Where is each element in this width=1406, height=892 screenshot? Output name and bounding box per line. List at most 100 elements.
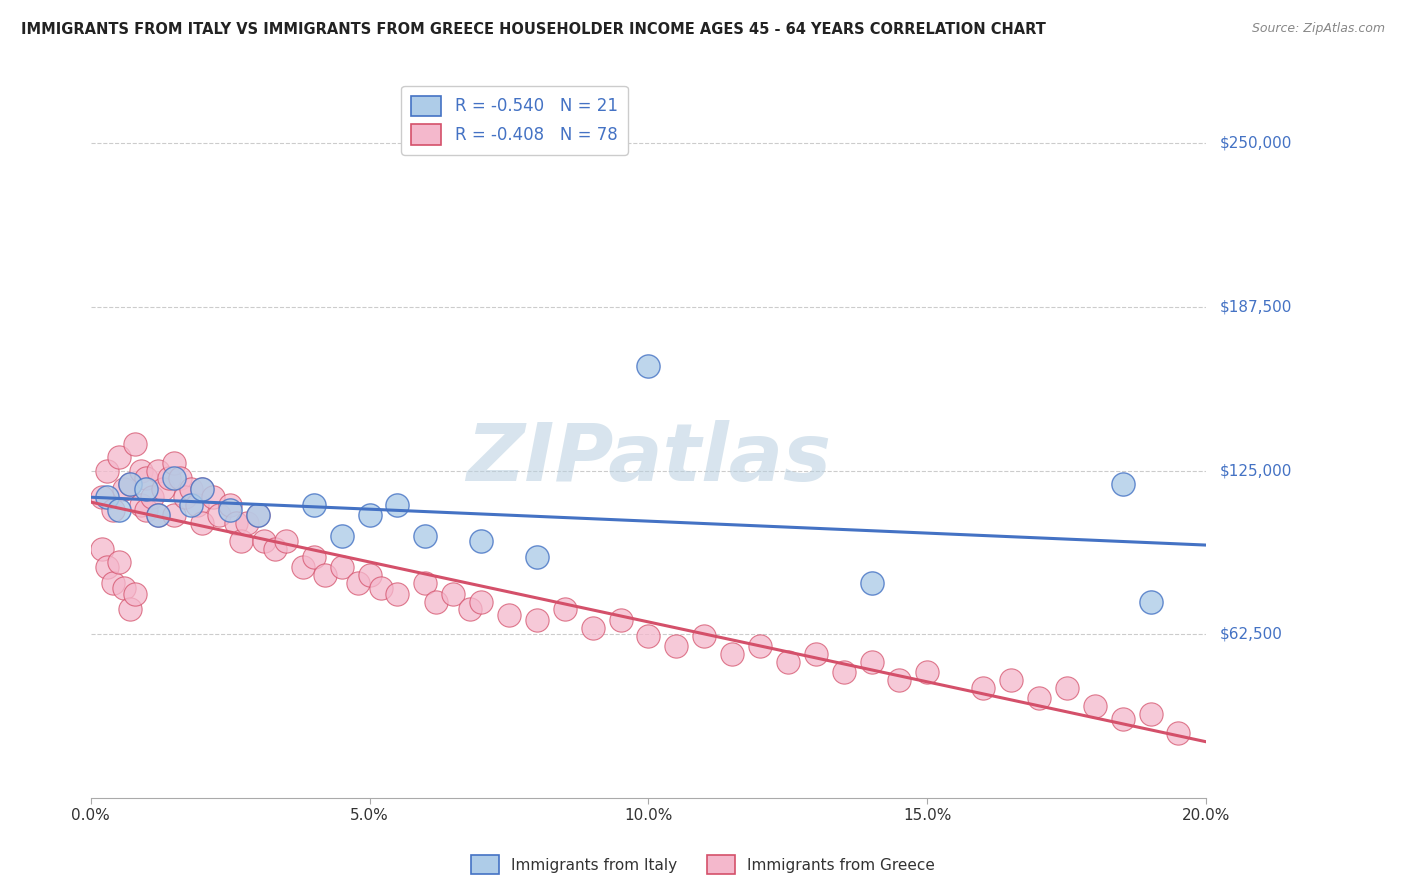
Point <box>917 665 939 680</box>
Point <box>1139 707 1161 722</box>
Point <box>302 498 325 512</box>
Point <box>370 582 392 596</box>
Point <box>1000 673 1022 687</box>
Point <box>291 560 314 574</box>
Point <box>90 542 112 557</box>
Point <box>118 476 141 491</box>
Point <box>889 673 911 687</box>
Point <box>263 542 285 557</box>
Point <box>347 576 370 591</box>
Point <box>146 463 169 477</box>
Point <box>96 490 118 504</box>
Text: $187,500: $187,500 <box>1220 299 1292 314</box>
Point <box>252 534 274 549</box>
Point <box>470 594 492 608</box>
Point <box>415 529 437 543</box>
Point <box>129 498 152 512</box>
Point <box>637 359 659 373</box>
Point <box>274 534 297 549</box>
Point <box>554 602 576 616</box>
Point <box>526 549 548 564</box>
Point <box>118 476 141 491</box>
Point <box>174 490 197 504</box>
Point <box>169 471 191 485</box>
Point <box>314 568 336 582</box>
Point <box>90 490 112 504</box>
Point <box>118 602 141 616</box>
Point <box>135 471 157 485</box>
Point <box>186 498 208 512</box>
Point <box>135 503 157 517</box>
Point <box>721 647 744 661</box>
Point <box>860 576 883 591</box>
Point <box>693 629 716 643</box>
Point <box>302 549 325 564</box>
Point <box>609 613 631 627</box>
Point <box>387 587 409 601</box>
Point <box>582 621 605 635</box>
Text: $125,000: $125,000 <box>1220 463 1292 478</box>
Point <box>470 534 492 549</box>
Point <box>191 516 214 530</box>
Text: ZIPatlas: ZIPatlas <box>465 420 831 499</box>
Point <box>96 463 118 477</box>
Point <box>180 498 202 512</box>
Point <box>246 508 269 522</box>
Point <box>1028 691 1050 706</box>
Point <box>146 508 169 522</box>
Point <box>107 450 129 465</box>
Point <box>191 482 214 496</box>
Point <box>1167 725 1189 739</box>
Point <box>359 508 381 522</box>
Point <box>1056 681 1078 695</box>
Point <box>832 665 855 680</box>
Point <box>219 503 242 517</box>
Text: $250,000: $250,000 <box>1220 136 1292 151</box>
Point <box>1111 713 1133 727</box>
Point <box>146 508 169 522</box>
Text: IMMIGRANTS FROM ITALY VS IMMIGRANTS FROM GREECE HOUSEHOLDER INCOME AGES 45 - 64 : IMMIGRANTS FROM ITALY VS IMMIGRANTS FROM… <box>21 22 1046 37</box>
Point <box>359 568 381 582</box>
Point <box>129 463 152 477</box>
Point <box>219 498 242 512</box>
Point <box>101 576 124 591</box>
Point <box>191 482 214 496</box>
Point <box>180 482 202 496</box>
Point <box>225 516 247 530</box>
Point <box>112 582 135 596</box>
Point <box>124 587 146 601</box>
Point <box>112 482 135 496</box>
Point <box>107 555 129 569</box>
Point <box>124 437 146 451</box>
Point <box>152 482 174 496</box>
Point <box>163 456 186 470</box>
Point <box>246 508 269 522</box>
Point <box>526 613 548 627</box>
Point <box>458 602 481 616</box>
Point <box>1139 594 1161 608</box>
Point <box>157 471 180 485</box>
Point <box>637 629 659 643</box>
Point <box>330 529 353 543</box>
Point <box>107 503 129 517</box>
Text: $62,500: $62,500 <box>1220 627 1284 641</box>
Legend: R = -0.540   N = 21, R = -0.408   N = 78: R = -0.540 N = 21, R = -0.408 N = 78 <box>402 86 627 155</box>
Point <box>441 587 464 601</box>
Point <box>330 560 353 574</box>
Point <box>415 576 437 591</box>
Point <box>665 639 688 653</box>
Point <box>163 508 186 522</box>
Point <box>1111 476 1133 491</box>
Legend: Immigrants from Italy, Immigrants from Greece: Immigrants from Italy, Immigrants from G… <box>465 849 941 880</box>
Point <box>231 534 253 549</box>
Point <box>163 471 186 485</box>
Point <box>236 516 259 530</box>
Point <box>972 681 994 695</box>
Point <box>749 639 772 653</box>
Point <box>208 508 231 522</box>
Point <box>1084 699 1107 714</box>
Point <box>387 498 409 512</box>
Point <box>96 560 118 574</box>
Point <box>776 655 799 669</box>
Point <box>141 490 163 504</box>
